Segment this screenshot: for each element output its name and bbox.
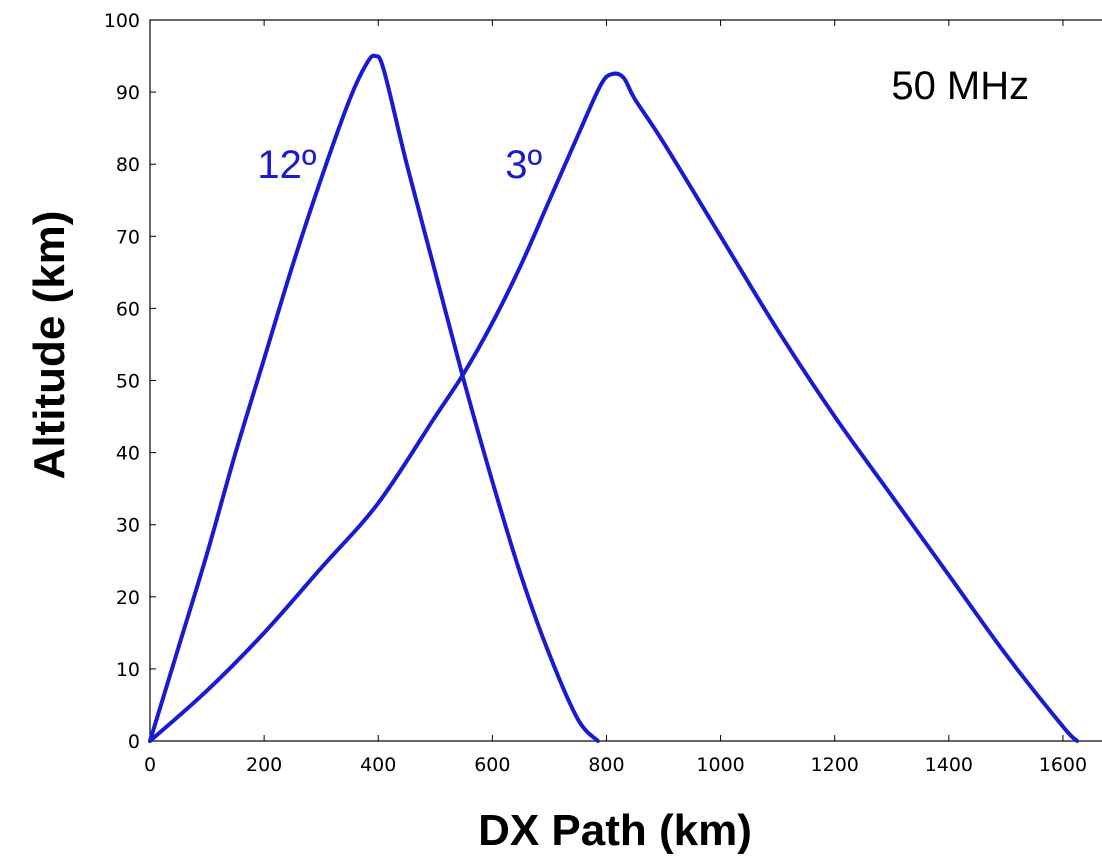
y-tick-label: 100 bbox=[104, 10, 140, 32]
x-tick-label: 1000 bbox=[696, 754, 744, 776]
series-group bbox=[148, 53, 1080, 743]
x-tick-label: 1600 bbox=[1039, 754, 1087, 776]
y-tick-label: 70 bbox=[116, 226, 140, 248]
x-tick-label: 1400 bbox=[925, 754, 973, 776]
y-tick-label: 60 bbox=[116, 298, 140, 320]
plot-frame bbox=[149, 19, 1102, 742]
x-tick-label: 200 bbox=[246, 754, 282, 776]
annotation-1: 12º bbox=[257, 143, 316, 187]
y-tick-label: 90 bbox=[116, 82, 140, 104]
y-tick-label: 40 bbox=[116, 443, 140, 465]
annotations-group: 12º 3º 50 MHz bbox=[257, 64, 1029, 187]
series-line-1 bbox=[148, 53, 600, 743]
y-tick-label: 50 bbox=[116, 371, 140, 393]
x-tick-label: 1200 bbox=[811, 754, 859, 776]
annotation-2: 3º bbox=[505, 143, 542, 187]
y-tick-label: 0 bbox=[128, 731, 140, 753]
x-axis-title: DX Path (km) bbox=[478, 806, 752, 855]
x-tick-label: 600 bbox=[474, 754, 510, 776]
annotation-3: 50 MHz bbox=[891, 64, 1029, 108]
y-tick-label: 30 bbox=[116, 515, 140, 537]
y-tick-label: 80 bbox=[116, 154, 140, 176]
y-tick-label: 10 bbox=[116, 659, 140, 681]
axis-ticks: 0 200 400 600 800 1000 1200 1400 1600 0 10 20 30 40 50… bbox=[104, 10, 1087, 776]
x-tick-label: 400 bbox=[360, 754, 396, 776]
x-tick-label: 800 bbox=[588, 754, 624, 776]
y-tick-label: 20 bbox=[116, 587, 140, 609]
x-tick-label: 0 bbox=[144, 754, 156, 776]
y-axis-title: Altitude (km) bbox=[25, 211, 74, 480]
series-line-2 bbox=[148, 71, 1080, 743]
